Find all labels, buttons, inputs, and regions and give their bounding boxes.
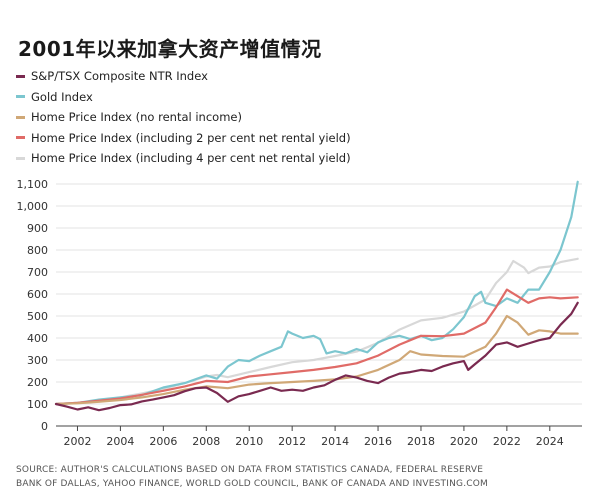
y-tick-label: 300 <box>27 354 48 367</box>
legend: S&P/TSX Composite NTR Index Gold Index H… <box>16 66 351 169</box>
x-tick-label: 2016 <box>364 435 392 448</box>
x-tick-label: 2006 <box>149 435 177 448</box>
x-tick-label: 2022 <box>493 435 521 448</box>
source-line: BANK OF DALLAS, YAHOO FINANCE, WORLD GOL… <box>16 479 489 489</box>
x-tick-label: 2020 <box>450 435 478 448</box>
y-tick-label: 1,000 <box>17 200 49 213</box>
y-tick-label: 1,100 <box>17 178 49 191</box>
y-tick-label: 400 <box>27 332 48 345</box>
x-tick-label: 2014 <box>321 435 349 448</box>
x-tick-label: 2004 <box>106 435 134 448</box>
legend-item-gold: Gold Index <box>16 87 351 108</box>
legend-label: Gold Index <box>31 89 93 104</box>
legend-swatch <box>16 156 25 160</box>
legend-swatch <box>16 136 25 140</box>
y-tick-label: 200 <box>27 376 48 389</box>
legend-label: S&P/TSX Composite NTR Index <box>31 69 208 84</box>
series-line <box>54 301 579 412</box>
legend-label: Home Price Index (including 4 per cent n… <box>31 151 351 166</box>
x-tick-label: 2024 <box>536 435 564 448</box>
legend-label: Home Price Index (no rental income) <box>31 110 242 125</box>
y-tick-label: 500 <box>27 310 48 323</box>
legend-item-sptsx: S&P/TSX Composite NTR Index <box>16 66 351 87</box>
legend-swatch <box>16 95 25 99</box>
source-note: SOURCE: AUTHOR'S CALCULATIONS BASED ON D… <box>16 463 586 491</box>
y-tick-label: 800 <box>27 244 48 257</box>
legend-item-home-4pct: Home Price Index (including 4 per cent n… <box>16 148 351 169</box>
series-line <box>54 314 579 406</box>
chart-title: 2001年以来加拿大资产增值情况 <box>18 37 322 61</box>
legend-label: Home Price Index (including 2 per cent n… <box>31 130 351 145</box>
series-line <box>54 288 579 406</box>
y-tick-label: 100 <box>27 398 48 411</box>
series-line <box>54 257 579 406</box>
series-line <box>54 180 579 406</box>
legend-swatch <box>16 74 25 78</box>
x-tick-label: 2018 <box>407 435 435 448</box>
legend-item-home-2pct: Home Price Index (including 2 per cent n… <box>16 128 351 149</box>
y-tick-label: 600 <box>27 288 48 301</box>
y-tick-label: 900 <box>27 222 48 235</box>
x-tick-label: 2002 <box>63 435 91 448</box>
x-tick-label: 2008 <box>192 435 220 448</box>
x-tick-label: 2012 <box>278 435 306 448</box>
y-tick-label: 700 <box>27 266 48 279</box>
y-tick-label: 0 <box>41 420 48 433</box>
legend-swatch <box>16 115 25 119</box>
legend-item-home-no-rent: Home Price Index (no rental income) <box>16 107 351 128</box>
x-tick-label: 2010 <box>235 435 263 448</box>
source-line: SOURCE: AUTHOR'S CALCULATIONS BASED ON D… <box>16 465 484 475</box>
